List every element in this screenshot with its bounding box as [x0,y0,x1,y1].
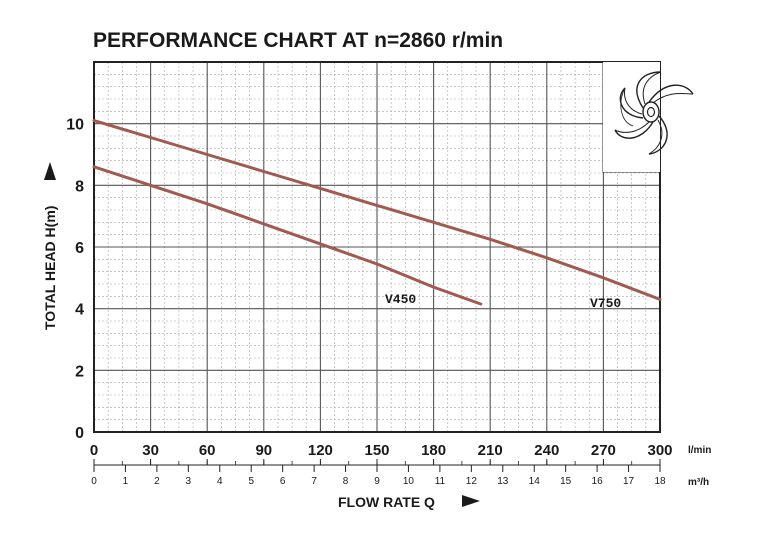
x2-tick-label: 16 [592,476,604,487]
x2-tick-label: 18 [654,476,666,487]
x-tick-label: 240 [534,442,559,459]
x-tick-label: 210 [478,442,503,459]
x-axis-arrow-icon [462,495,480,507]
x-tick-labels: 0 30 60 90 120 150 180 210 240 270 300 [90,442,673,466]
x2-tick-label: 11 [435,476,446,487]
plot-frame [93,61,661,433]
x2-tick-label: 10 [403,476,415,487]
x2-tick-label: 12 [466,476,478,487]
x2-tick-label: 7 [311,476,317,487]
y-tick-label: 0 [75,425,84,442]
x2-tick-label: 2 [154,476,160,487]
x-tick-label: 180 [421,442,446,459]
x2-tick-label: 6 [280,476,286,487]
y-axis-arrow-icon [44,162,56,180]
grid-major [94,62,660,432]
x2-tick-label: 13 [497,476,509,487]
y-tick-label: 8 [75,178,84,195]
y-tick-labels: 0 2 4 6 8 10 [66,117,84,442]
series-line-v750 [92,119,662,301]
x2-unit-label: m³/h [688,477,709,488]
x-tick-label: 120 [308,442,333,459]
x-unit-label: l/min [688,445,711,456]
x-tick-label: 90 [255,442,272,459]
series-label-v750: V750 [590,296,621,311]
x-tick-label: 150 [364,442,389,459]
x-tick-label: 300 [647,442,672,459]
x2-tick-label: 15 [560,476,572,487]
series-line-v450 [92,165,483,306]
x2-tick-label: 0 [91,476,97,487]
y-tick-label: 10 [66,117,84,134]
impeller-icon [614,71,694,155]
x-tick-label: 270 [591,442,616,459]
x2-tick-label: 1 [123,476,129,487]
x2-tick-label: 8 [343,476,349,487]
y-tick-label: 6 [75,240,84,257]
x-tick-label: 60 [199,442,216,459]
x-tick-label: 30 [142,442,159,459]
x2-tick-label: 5 [248,476,254,487]
y-tick-label: 4 [75,302,84,319]
x2-tick-label: 3 [186,476,192,487]
y-tick-label: 2 [75,363,84,380]
series-lines [92,119,662,306]
x-axis-title: FLOW RATE Q [338,494,435,510]
y-axis-title: TOTAL HEAD H(m) [42,206,58,330]
x2-tick-label: 9 [374,476,380,487]
x2-tick-label: 14 [529,476,541,487]
x-tick-label: 0 [90,442,98,459]
chart-title: PERFORMANCE CHART AT n=2860 r/min [93,29,503,52]
x2-tick-label: 4 [217,476,223,487]
x2-tick-label: 17 [623,476,635,487]
series-label-v450: V450 [385,292,416,307]
x2-tick-labels: 0 1 2 3 4 5 6 7 8 9 10 11 12 13 14 15 16 17 18 [91,465,666,487]
